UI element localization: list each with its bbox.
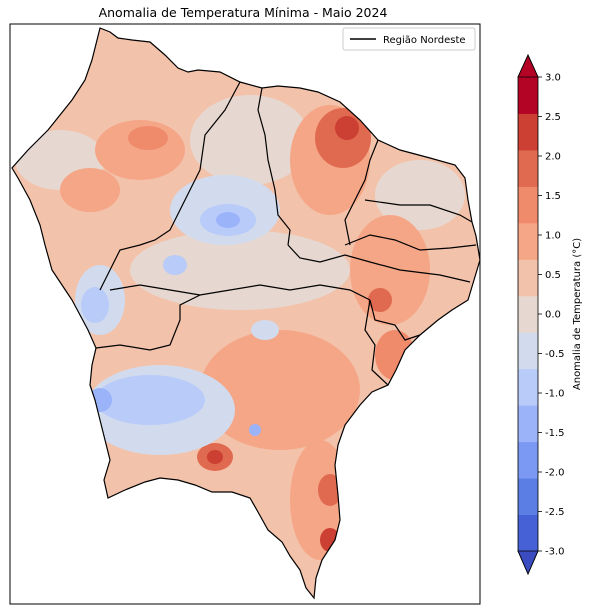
colorbar-segment	[518, 77, 538, 114]
colorbar-tick-label: 0.0	[545, 310, 561, 321]
state-border-pe-ba	[109, 284, 371, 301]
field-cool-piaui-deep	[216, 212, 240, 228]
colorbar-segment	[518, 113, 538, 151]
field-neutral-center	[130, 230, 350, 310]
state-border-pi-ce	[257, 87, 291, 246]
state-border-pe-pi	[287, 244, 471, 283]
colorbar-segment	[518, 514, 538, 552]
colorbar-tick-label: -3.0	[545, 547, 565, 558]
colorbar-extend-max	[517, 54, 539, 78]
field-warm-nw2	[128, 126, 168, 150]
colorbar-tick-label: 3.0	[545, 73, 561, 84]
field-neutral-east	[375, 160, 465, 230]
colorbar-segment	[518, 368, 538, 406]
field-cool-spot2	[249, 424, 261, 436]
field-hot-ceara-core	[335, 116, 359, 140]
colorbar-segment	[518, 222, 538, 260]
colorbar-segment	[518, 259, 538, 297]
state-border-se-ba	[364, 299, 389, 386]
colorbar-tick-label: 2.5	[545, 112, 561, 123]
field-hot-east	[368, 288, 392, 312]
state-border-ce-rn-pb	[344, 139, 379, 246]
legend: Região Nordeste	[342, 27, 476, 51]
field-hot-bahia-core	[207, 450, 223, 464]
colorbar-tick-label: 2.0	[545, 152, 561, 163]
colorbar-tick-label: 1.0	[545, 231, 561, 242]
state-border-ma-pi	[99, 81, 241, 291]
state-border-pi-ba	[95, 294, 201, 351]
field-hot-coast-south	[318, 474, 342, 506]
field-warm-east	[350, 215, 430, 325]
colorbar-tick-label: -1.5	[545, 428, 565, 439]
colorbar-segment	[518, 295, 538, 333]
colorbar-tick-label: -2.0	[545, 468, 565, 479]
field-cool-west-core	[81, 287, 109, 323]
colorbar-tick-label: 0.5	[545, 270, 561, 281]
colorbar-tick-label: -0.5	[545, 349, 565, 360]
colorbar-segment	[518, 405, 538, 443]
field-warm-south	[200, 330, 360, 450]
state-border-rn-pb	[364, 199, 473, 223]
colorbar-segment	[518, 332, 538, 370]
colorbar-segments	[518, 77, 538, 552]
legend-box	[342, 27, 476, 51]
field-cool-center	[163, 255, 187, 275]
state-border-al-se	[369, 299, 421, 341]
legend-label: Região Nordeste	[383, 35, 466, 46]
colorbar-tick-label: 1.5	[545, 191, 561, 202]
colorbar-segment	[518, 149, 538, 187]
colorbar-ticks: 3.0 2.5 2.0 1.5 1.0 0.5 0.0 -0.5 -1.0 -1.5 -2.0 -2.…	[538, 73, 565, 558]
map-title: Anomalia de Temperatura Mínima - Maio 20…	[99, 5, 388, 20]
state-border-pb-pe	[344, 234, 477, 251]
region-borders	[11, 27, 481, 599]
colorbar-extend-min	[517, 550, 539, 576]
colorbar-segment	[518, 478, 538, 516]
field-cool-sw-core	[95, 375, 205, 425]
field-neutral-north	[190, 95, 310, 185]
colorbar: 3.0 2.5 2.0 1.5 1.0 0.5 0.0 -0.5 -1.0 -1.5 -2.0 -2.…	[517, 54, 583, 576]
colorbar-tick-label: -2.5	[545, 507, 565, 518]
field-cool-spot	[251, 320, 279, 340]
colorbar-label: Anomalia de Temperatura (°C)	[572, 238, 583, 390]
colorbar-segment	[518, 441, 538, 479]
colorbar-tick-label: -1.0	[545, 389, 565, 400]
colorbar-segment	[518, 186, 538, 224]
field-warm-west	[60, 168, 120, 212]
